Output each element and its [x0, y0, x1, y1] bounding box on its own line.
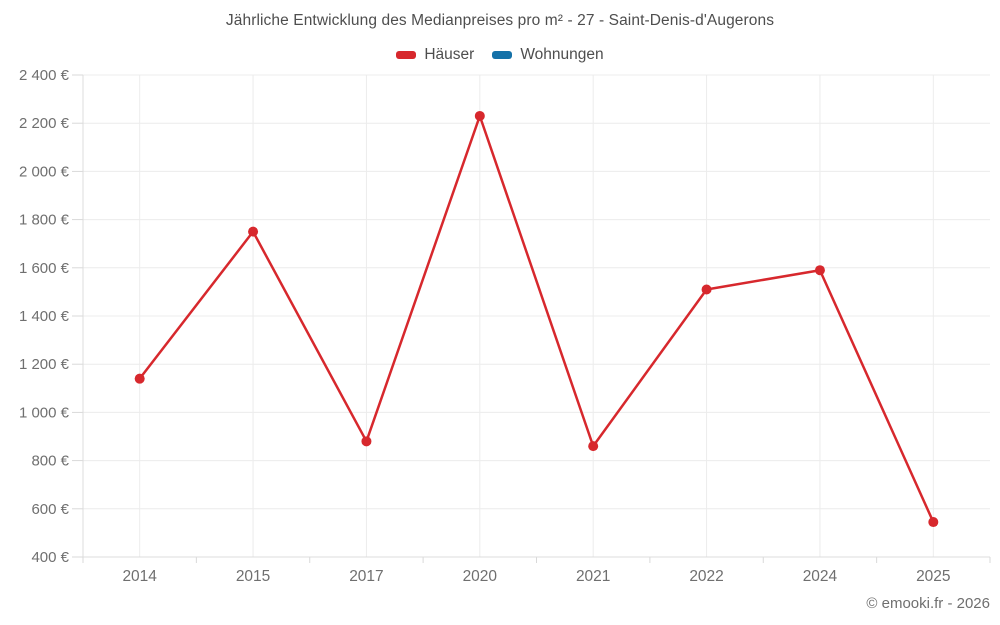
x-tick-label: 2024	[803, 568, 838, 585]
x-tick-label: 2014	[122, 568, 157, 585]
y-tick-label: 1 400 €	[19, 308, 70, 325]
legend-label-wohnungen: Wohnungen	[520, 46, 604, 63]
data-point[interactable]	[248, 226, 259, 237]
data-point[interactable]	[361, 436, 372, 447]
x-tick-label: 2015	[236, 568, 270, 585]
y-tick-label: 2 400 €	[19, 67, 70, 84]
y-tick-label: 1 000 €	[19, 404, 70, 421]
legend-label-hauser: Häuser	[424, 46, 475, 63]
y-tick-label: 800 €	[31, 453, 69, 470]
footer-credit: © emooki.fr - 2026	[866, 595, 990, 612]
legend-item-wohnungen[interactable]: Wohnungen	[492, 46, 604, 64]
legend-swatch-hauser-icon	[396, 51, 417, 59]
legend-swatch-wohnungen-icon	[492, 51, 513, 59]
data-point[interactable]	[474, 110, 485, 121]
data-point[interactable]	[701, 284, 712, 295]
series-line	[138, 114, 935, 523]
x-tick-label: 2017	[349, 568, 383, 585]
data-point[interactable]	[928, 517, 939, 528]
y-tick-label: 600 €	[31, 501, 69, 518]
x-tick-label: 2022	[689, 568, 723, 585]
y-tick-label: 400 €	[31, 549, 69, 566]
legend-item-hauser[interactable]: Häuser	[396, 46, 474, 64]
y-tick-label: 1 200 €	[19, 356, 70, 373]
y-tick-label: 2 000 €	[19, 163, 70, 180]
data-point[interactable]	[588, 441, 599, 452]
x-tick-label: 2020	[463, 568, 498, 585]
data-point[interactable]	[814, 265, 825, 276]
chart-title: Jährliche Entwicklung des Medianpreises …	[225, 12, 775, 29]
chart-legend: Häuser Wohnungen	[0, 46, 1000, 64]
data-point[interactable]	[134, 373, 145, 384]
y-tick-label: 1 800 €	[19, 212, 70, 229]
y-tick-label: 2 200 €	[19, 115, 70, 132]
y-tick-label: 1 600 €	[19, 260, 70, 277]
x-tick-label: 2025	[916, 568, 950, 585]
x-tick-label: 2021	[576, 568, 610, 585]
